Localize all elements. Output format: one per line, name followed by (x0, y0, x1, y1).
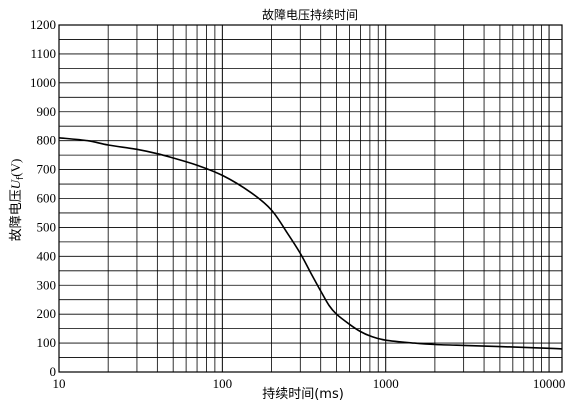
y-tick-label: 300 (37, 277, 57, 292)
y-tick-label: 200 (37, 306, 57, 321)
y-axis-label-unit: (V) (8, 159, 23, 177)
grid-lines (58, 24, 562, 373)
x-tick-label: 10000 (533, 376, 566, 391)
y-tick-label: 1100 (30, 46, 56, 61)
y-tick-label: 900 (37, 104, 57, 119)
data-line (58, 137, 563, 350)
y-tick-label: 400 (37, 248, 57, 263)
x-tick-label: 1000 (373, 376, 399, 391)
y-axis-label-sub: f (16, 176, 26, 180)
x-axis-label: 持续时间(ms) (262, 387, 344, 402)
x-tick-label: 100 (213, 376, 233, 391)
y-tick-label: 100 (37, 335, 57, 350)
y-tick-label: 600 (37, 191, 57, 206)
y-tick-label: 500 (37, 219, 57, 234)
y-tick-label: 700 (37, 162, 57, 177)
y-tick-label: 1200 (30, 17, 56, 32)
chart-title: 故障电压持续时间 (262, 7, 358, 22)
y-axis-label-main: 故障电压 (9, 189, 24, 241)
y-tick-label: 800 (37, 133, 57, 148)
y-axis-label-letter: U (8, 178, 23, 189)
x-tick-label: 10 (53, 376, 66, 391)
y-tick-label: 1000 (30, 75, 56, 90)
x-tick-labels: 10 100 1000 10000 (53, 376, 566, 391)
plot-frame (58, 24, 563, 373)
y-tick-label: 0 (50, 364, 57, 379)
y-axis-label: 故障电压Uf(V) (8, 159, 26, 242)
y-tick-labels: 0 100 200 300 400 500 600 700 800 900 1000 1100 1200 (30, 17, 56, 379)
